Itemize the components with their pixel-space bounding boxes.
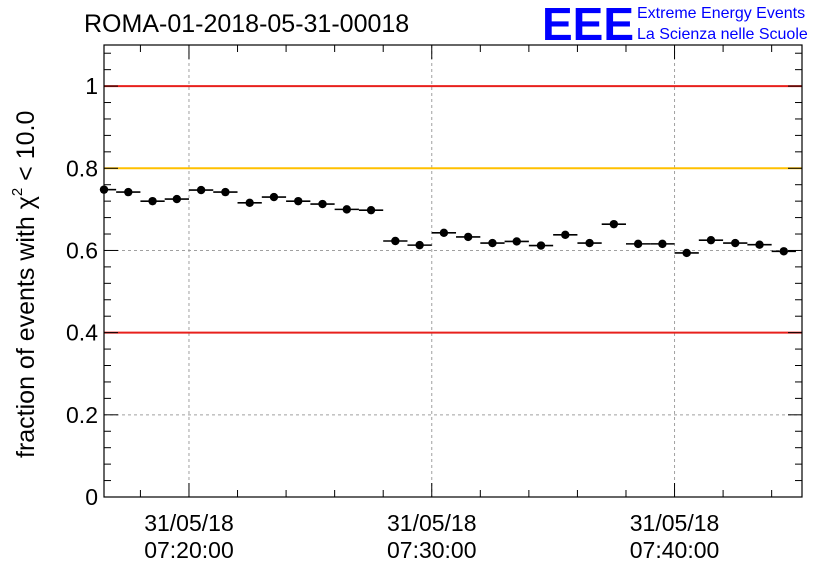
data-point xyxy=(245,198,254,207)
eee-logo: EEE Extreme Energy Events La Scienza nel… xyxy=(542,0,808,50)
data-point xyxy=(633,239,643,249)
data-point xyxy=(439,228,449,237)
data-point xyxy=(269,192,279,202)
data-point xyxy=(585,238,594,248)
plot-frame xyxy=(103,44,803,498)
data-point xyxy=(779,247,788,256)
data-point xyxy=(609,219,619,229)
data-point xyxy=(342,205,351,214)
x-tick-time-label: 07:30:00 xyxy=(387,537,477,563)
y-tick-label: 0.2 xyxy=(66,402,98,428)
x-tick-date-label: 31/05/18 xyxy=(144,510,234,536)
data-point xyxy=(391,236,400,246)
data-point xyxy=(682,248,691,258)
y-axis-label-sup: 2 xyxy=(9,188,26,196)
grid xyxy=(104,45,802,497)
x-tick-labels: 31/05/1807:20:0031/05/1807:30:0031/05/18… xyxy=(144,510,719,563)
logo-text: EEE xyxy=(542,0,634,50)
data-point xyxy=(755,240,764,249)
logo-line-2: La Scienza nelle Scuole xyxy=(637,26,808,43)
chart-title: ROMA-01-2018-05-31-00018 xyxy=(84,10,409,38)
y-tick-label: 0.6 xyxy=(66,237,98,263)
data-point xyxy=(318,199,327,209)
data-series xyxy=(99,185,796,258)
y-axis-label-suffix: < 10.0 xyxy=(12,111,40,188)
data-point xyxy=(415,240,424,250)
x-tick-date-label: 31/05/18 xyxy=(630,510,720,536)
y-tick-label: 1 xyxy=(85,73,98,99)
data-point xyxy=(196,185,206,195)
logo-line-1: Extreme Energy Events xyxy=(637,5,805,22)
reference-lines xyxy=(104,85,802,334)
y-tick-labels: 0 0.2 0.4 0.6 0.8 1 xyxy=(66,73,98,510)
y-tick-label: 0.4 xyxy=(66,320,98,346)
y-axis-label-prefix: fraction of events with xyxy=(12,209,40,458)
x-tick-date-label: 31/05/18 xyxy=(387,510,477,536)
y-axis-label: fraction of events with χ2 < 10.0 xyxy=(9,111,40,458)
data-point xyxy=(221,187,230,197)
data-point xyxy=(463,232,473,242)
data-point xyxy=(124,187,133,197)
data-point xyxy=(658,239,667,249)
data-point xyxy=(536,241,546,250)
x-tick-time-label: 07:20:00 xyxy=(144,537,234,563)
data-point xyxy=(172,194,182,204)
y-axis-label-chi: χ xyxy=(12,196,40,209)
data-point xyxy=(294,196,303,206)
data-point xyxy=(488,238,497,248)
axes xyxy=(103,44,803,498)
data-point xyxy=(512,237,521,246)
data-point xyxy=(731,238,740,248)
x-tick-time-label: 07:40:00 xyxy=(630,537,720,563)
y-tick-label: 0 xyxy=(85,484,98,510)
y-tick-label: 0.8 xyxy=(66,155,98,181)
data-point xyxy=(706,235,716,245)
data-point xyxy=(148,196,157,206)
data-point xyxy=(561,230,570,240)
data-point xyxy=(366,205,376,215)
